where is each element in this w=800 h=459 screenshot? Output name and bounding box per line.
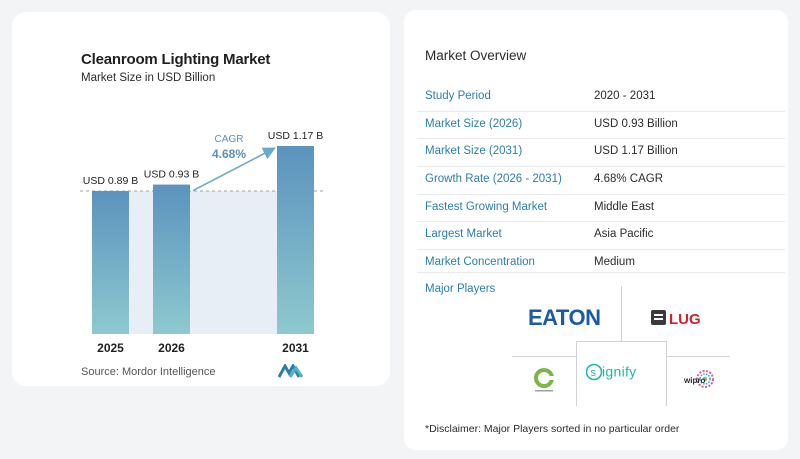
bar-2026 <box>153 184 190 334</box>
players-divider <box>576 341 666 342</box>
lug-logo: LUG <box>651 310 701 328</box>
overview-key: Study Period <box>425 90 491 102</box>
disclaimer-text: *Disclaimer: Major Players sorted in no … <box>425 423 680 435</box>
players-divider <box>621 286 622 341</box>
overview-divider <box>417 272 785 273</box>
svg-text:s: s <box>591 367 597 379</box>
overview-value: Medium <box>594 256 635 269</box>
players-divider <box>666 356 730 357</box>
overview-key: Market Size (2026) <box>425 117 523 130</box>
overview-value: 2020 - 2031 <box>594 90 656 102</box>
overview-row: Study Period 2020 - 2031 <box>417 84 785 111</box>
overview-row: Market Size (2031) USD 1.17 Billion <box>417 138 785 166</box>
cooper-logo <box>534 368 554 392</box>
svg-text:ignify: ignify <box>602 364 636 380</box>
eaton-logo: EATON <box>528 306 601 328</box>
overview-key: Largest Market <box>425 228 502 241</box>
wipro-logo-text: wipro <box>684 376 705 385</box>
bar-chart: USD 0.89 B 2025 USD 0.93 B 2026 USD 1.17 B 20… <box>80 130 326 355</box>
bar-value-label: USD 1.17 B <box>268 130 323 142</box>
major-players-title: Major Players <box>425 283 496 295</box>
market-overview-card <box>404 10 788 450</box>
overview-title: Market Overview <box>425 48 527 63</box>
overview-value: Asia Pacific <box>594 228 654 241</box>
x-tick-label: 2025 <box>97 341 124 355</box>
overview-key: Fastest Growing Market <box>425 200 548 213</box>
bar-2025 <box>92 190 129 334</box>
lug-logo-text: LUG <box>669 311 701 328</box>
mordor-logo-icon <box>278 364 304 378</box>
signify-logo: s ignify <box>586 364 636 381</box>
source-text: Source: Mordor Intelligence <box>81 366 216 378</box>
overview-row: Market Size (2026) USD 0.93 Billion <box>417 110 785 139</box>
overview-key: Market Concentration <box>425 256 535 269</box>
overview-table: Study Period 2020 - 2031 Market Size (2026… <box>417 84 785 277</box>
overview-row: Growth Rate (2026 - 2031) 4.68% CAGR <box>417 166 785 194</box>
chart-subtitle: Market Size in USD Billion <box>81 72 216 84</box>
x-tick-label: 2031 <box>282 341 309 355</box>
eaton-logo-text: EATON <box>528 306 600 328</box>
cagr-label: CAGR <box>215 134 244 145</box>
wipro-logo: wipro <box>684 370 714 388</box>
x-tick-label: 2026 <box>158 341 185 355</box>
players-divider <box>576 341 577 406</box>
overview-value: USD 0.93 Billion <box>594 117 678 130</box>
players-divider <box>512 356 576 357</box>
bar-value-label: USD 0.93 B <box>144 169 199 181</box>
cagr-arrow <box>192 147 276 192</box>
overview-value: USD 1.17 Billion <box>594 145 678 158</box>
chart-title: Cleanroom Lighting Market <box>81 51 271 68</box>
growth-shade <box>129 190 277 334</box>
overview-value: 4.68% CAGR <box>594 173 664 186</box>
overview-value: Middle East <box>594 200 655 213</box>
overview-key: Market Size (2031) <box>425 145 523 158</box>
cagr-value: 4.68% <box>212 147 246 161</box>
players-divider <box>666 341 667 406</box>
overview-key: Growth Rate (2026 - 2031) <box>425 173 562 186</box>
overview-row: Fastest Growing Market Middle East <box>417 193 785 222</box>
overview-row: Largest Market Asia Pacific <box>417 221 785 249</box>
bar-2031 <box>277 146 314 334</box>
overview-row: Market Concentration Medium <box>417 249 785 277</box>
bar-value-label: USD 0.89 B <box>83 175 138 187</box>
